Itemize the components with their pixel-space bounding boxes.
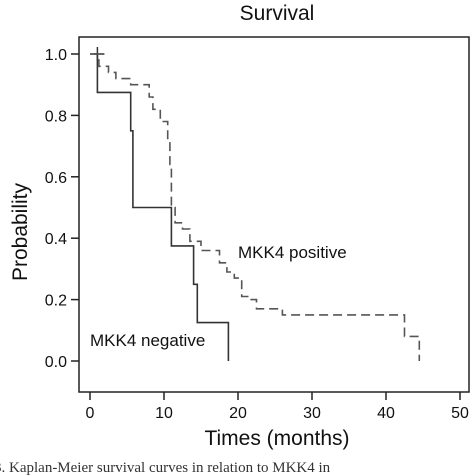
y-tick-label: 0.8 [45,108,67,125]
x-axis-title: Times (months) [204,427,349,450]
y-axis-ticks: 0.0 0.2 0.4 0.6 0.8 1.0 [45,47,79,371]
y-tick-label: 0.2 [45,293,67,310]
x-tick-label: 20 [229,405,247,422]
series-group [90,47,421,361]
label-mkk4-negative: MKK4 negative [90,331,205,350]
x-tick-label: 50 [451,405,469,422]
series-line-mkk4-negative [94,53,230,361]
chart-title: Survival [240,2,315,25]
label-mkk4-positive: MKK4 positive [238,243,347,262]
y-tick-label: 0.6 [45,170,67,187]
plot-area [78,36,470,393]
x-tick-label: 40 [377,405,395,422]
series-line-mkk4-positive [90,53,421,361]
y-tick-label: 0.4 [45,231,67,248]
y-axis-title: Probability [9,182,32,281]
x-tick-label: 0 [86,405,95,422]
y-tick-label: 1.0 [45,47,67,64]
x-axis-ticks: 0 10 20 30 40 50 [86,392,469,422]
x-tick-label: 10 [155,405,173,422]
figure-caption: 3. Kaplan-Meier survival curves in relat… [0,460,331,475]
plot-frame [78,36,470,393]
x-tick-label: 30 [303,405,321,422]
y-tick-label: 0.0 [45,354,67,371]
